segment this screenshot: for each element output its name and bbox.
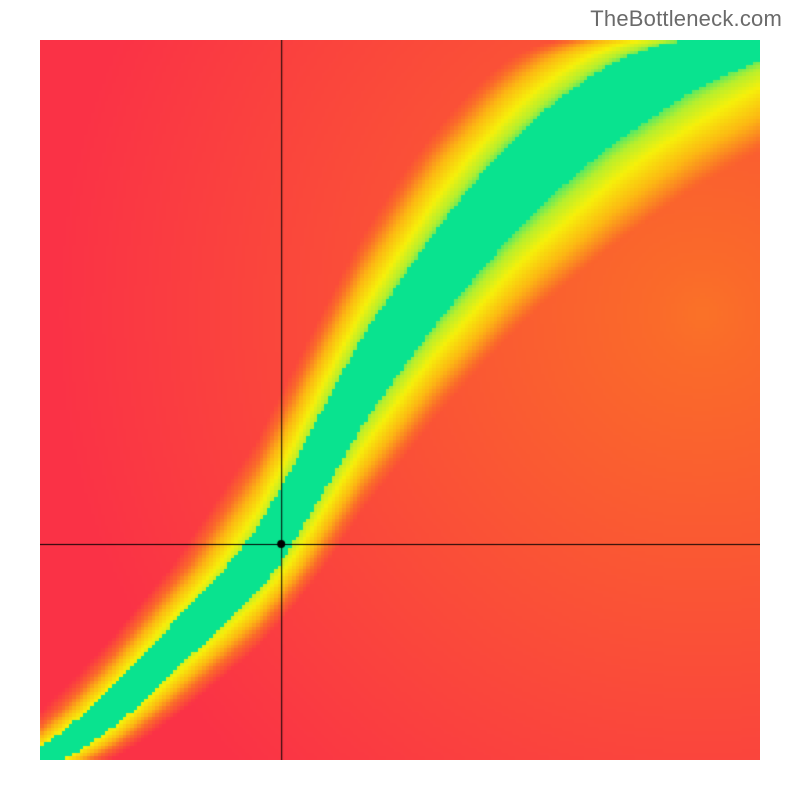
plot-area <box>40 40 760 760</box>
watermark-text: TheBottleneck.com <box>590 6 782 32</box>
heatmap-canvas <box>40 40 760 760</box>
figure-container: TheBottleneck.com <box>0 0 800 800</box>
